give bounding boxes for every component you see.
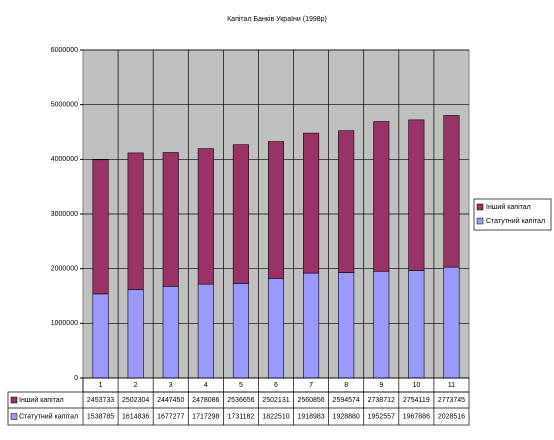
bar-segment [303,132,320,274]
bar-segment [443,266,460,379]
table-value: 1614836 [122,413,149,420]
bar-segment [197,283,214,379]
bar-segment [338,130,355,273]
bar-segment [127,289,144,379]
bar-segment [197,148,214,285]
bar-segment [162,286,179,379]
bar-segment [303,272,320,379]
bar-segment [338,272,355,379]
y-tick-label: 0 [74,375,78,382]
table-value: 1928880 [333,413,360,420]
x-tick-label: 2 [134,382,138,389]
x-tick-label: 6 [274,382,278,389]
table-value: 1918983 [297,413,324,420]
table-value: 2502304 [122,397,149,404]
y-tick-label: 6000000 [51,47,78,54]
bar-segment [232,283,249,379]
bar-segment [267,141,285,279]
table-value: 2594574 [333,397,360,404]
x-tick-label: 7 [309,382,313,389]
bar-segment [373,270,390,379]
table-value: 1731182 [228,413,255,420]
table-value: 1952557 [368,413,395,420]
bar-segment [92,293,109,379]
x-tick-label: 10 [412,382,420,389]
table-legend-key [10,396,18,404]
table-value: 2028516 [438,413,465,420]
y-tick-label: 1000000 [51,320,78,327]
bar-segment [232,144,249,284]
y-tick-label: 4000000 [51,156,78,163]
x-tick-label: 8 [344,382,348,389]
bar-segment [373,121,390,272]
y-tick-label: 3000000 [51,211,78,218]
table-value: 2502131 [262,397,289,404]
legend-key [476,203,484,211]
table-value: 2447450 [157,397,184,404]
bar-segment [443,115,460,268]
chart-title: Капітал Банків України (1998р) [227,15,327,23]
table-value: 2560856 [297,397,324,404]
bar-segment [408,119,425,271]
bar-segment [267,278,285,379]
y-tick-label: 5000000 [51,102,78,109]
x-tick-label: 11 [448,382,455,389]
table-value: 1538785 [87,413,114,420]
table-value: 2536656 [227,397,254,404]
y-tick-label: 2000000 [51,266,78,273]
table-value: 2738712 [368,397,395,404]
table-row-label: Статутний капітал [19,412,78,420]
legend [473,198,552,231]
table-value: 2478086 [192,397,219,404]
table-value: 2453733 [87,397,114,404]
bar-segment [92,159,109,295]
x-tick-label: 5 [239,382,243,389]
table-value: 2754119 [403,397,430,404]
bar-segment [408,270,425,379]
x-tick-label: 1 [99,382,103,389]
table-legend-key [10,413,18,420]
legend-label: Статутний капітал [486,217,545,225]
x-tick-label: 9 [379,382,383,389]
x-tick-label: 4 [204,382,208,389]
table-value: 1967886 [403,413,430,420]
legend-label: Інший капітал [486,203,531,211]
table-value: 2773745 [438,397,465,404]
table-value: 1822510 [262,413,289,420]
bar-segment [127,152,144,291]
table-value: 1717298 [192,413,219,420]
legend-key [476,217,484,225]
bar-segment [162,152,179,287]
table-value: 1677277 [157,413,184,420]
x-tick-label: 3 [169,382,173,389]
table-row-label: Інший капітал [19,396,64,404]
